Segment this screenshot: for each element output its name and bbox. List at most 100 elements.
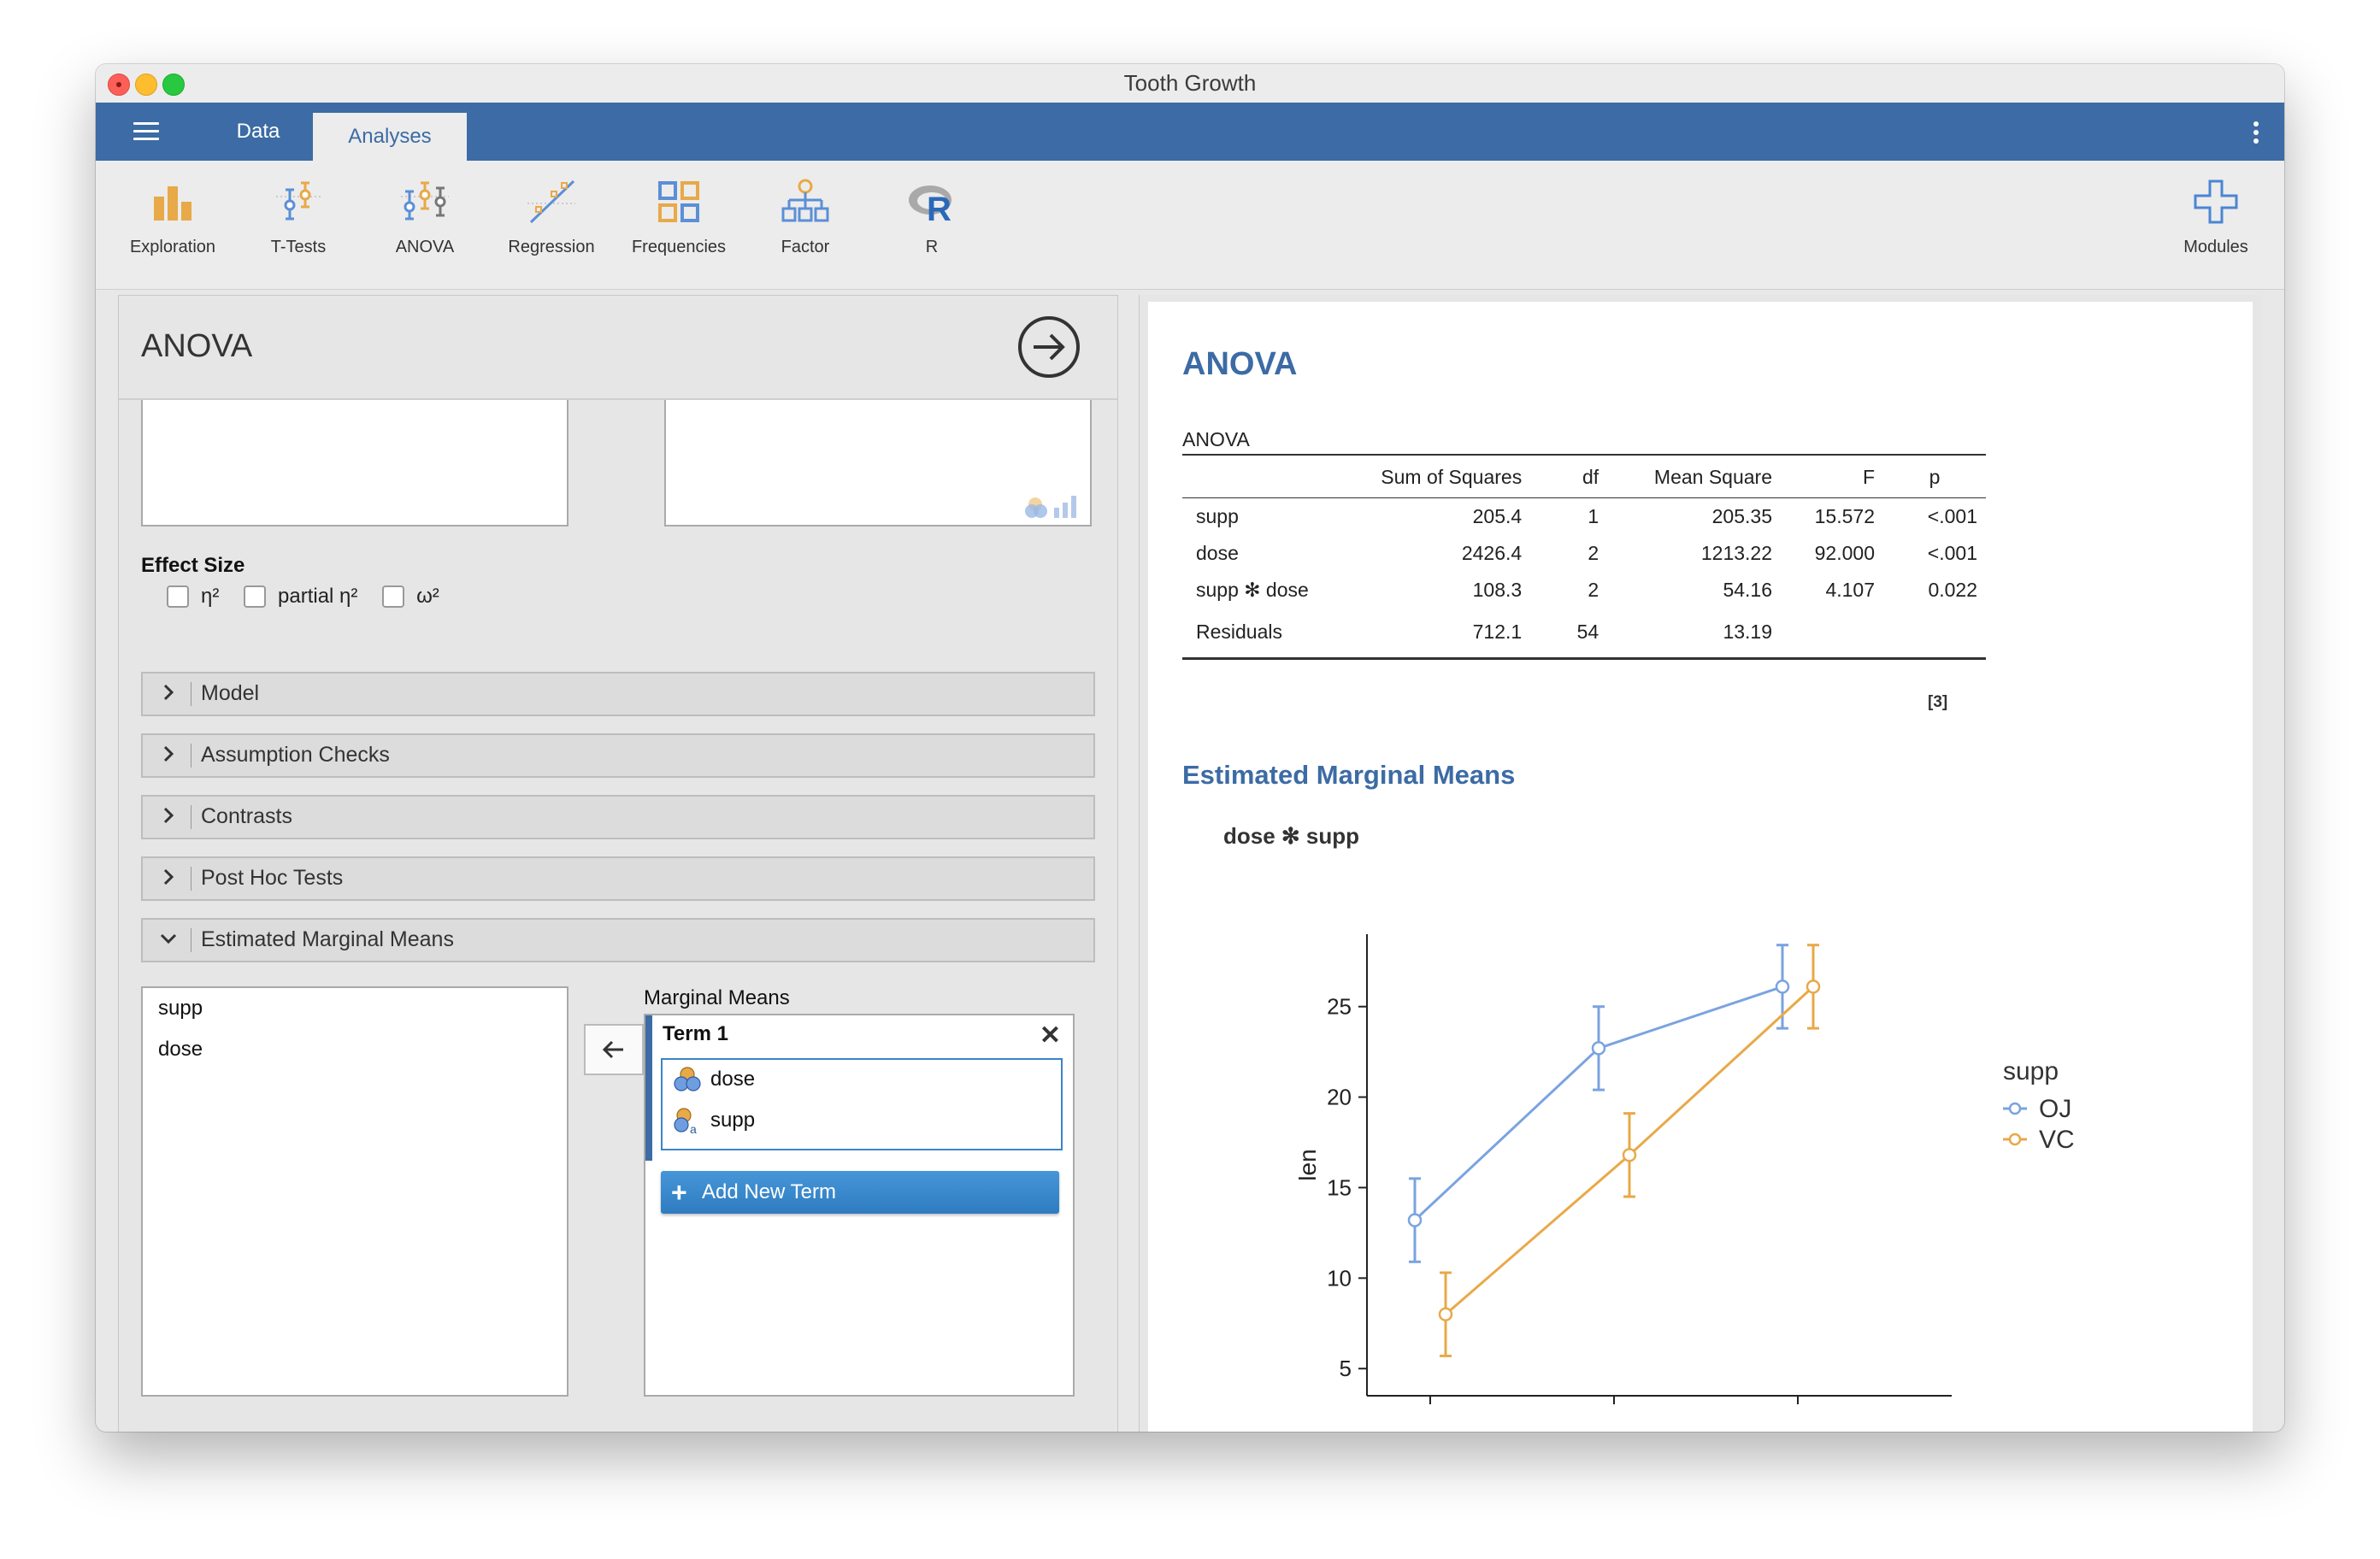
term-item-dose[interactable]: dose xyxy=(673,1065,755,1094)
variables-box-right[interactable] xyxy=(664,400,1092,527)
tab-analyses[interactable]: Analyses xyxy=(313,113,467,161)
table-cell: 54.16 xyxy=(1723,579,1772,601)
marginal-means-box: Term 1 ✕ dose a sup xyxy=(644,1014,1075,1397)
table-cell xyxy=(1883,609,1986,660)
maximize-window-button[interactable] xyxy=(162,74,185,96)
analysis-title: ANOVA xyxy=(141,328,253,364)
table-cell: 712.1 xyxy=(1328,609,1531,660)
section-contrasts[interactable]: Contrasts xyxy=(141,795,1095,839)
available-variables-list[interactable]: supp dose xyxy=(141,986,568,1397)
nominal-variable-icon xyxy=(674,1067,701,1091)
plot-title: dose ✻ supp xyxy=(1223,823,1360,849)
ribbon-anova-button[interactable]: ANOVA xyxy=(365,161,485,289)
section-model[interactable]: Model xyxy=(141,672,1095,716)
ribbon-r-button[interactable]: R R xyxy=(872,161,992,289)
column-header: df xyxy=(1530,454,1608,498)
data-point xyxy=(1806,980,1821,994)
chevron-right-icon xyxy=(163,745,174,762)
ribbon-frequencies-button[interactable]: Frequencies xyxy=(619,161,739,289)
window-title: Tooth Growth xyxy=(1123,70,1257,96)
results-heading: ANOVA xyxy=(1182,346,1298,382)
omega-squared-checkbox[interactable]: ω² xyxy=(382,585,439,609)
table-cell: 2 xyxy=(1588,542,1599,564)
run-arrow-icon[interactable] xyxy=(1016,315,1081,379)
table-cell: 0.022 xyxy=(1928,579,1977,601)
remove-term-icon[interactable]: ✕ xyxy=(1039,1021,1061,1050)
term-item-supp[interactable]: a supp xyxy=(673,1106,755,1135)
table-cell: 2 xyxy=(1588,579,1599,601)
table-cell: 1213.22 xyxy=(1700,542,1772,564)
svg-text:R: R xyxy=(927,191,951,226)
section-label: Estimated Marginal Means xyxy=(201,927,454,951)
list-item[interactable]: dose xyxy=(158,1038,203,1061)
ribbon-label: Modules xyxy=(2183,238,2248,256)
section-post-hoc-tests[interactable]: Post Hoc Tests xyxy=(141,856,1095,901)
marginal-means-plot: 5 10 15 20 25 len supp OJ VC xyxy=(1294,934,2075,1404)
app-window: Tooth Growth Data Analyses Exploration xyxy=(96,64,2284,1432)
close-window-button[interactable] xyxy=(108,74,130,96)
title-bar: Tooth Growth xyxy=(96,64,2284,103)
section-assumption-checks[interactable]: Assumption Checks xyxy=(141,733,1095,778)
ribbon-label: Frequencies xyxy=(631,238,727,256)
term-variables-list[interactable]: dose a supp xyxy=(661,1058,1063,1150)
checkbox-box[interactable] xyxy=(167,585,189,608)
table-row: supp 205.4 1 205.35 15.572 <.001 xyxy=(1182,498,1986,536)
nominal-text-variable-icon: a xyxy=(674,1108,697,1135)
variable-type-icon xyxy=(1025,496,1076,518)
minimize-window-button[interactable] xyxy=(135,74,157,96)
list-item[interactable]: supp xyxy=(158,997,203,1020)
table-cell: dose xyxy=(1196,542,1239,564)
chevron-right-icon xyxy=(163,868,174,885)
table-cell: Residuals xyxy=(1182,609,1328,660)
more-options-icon[interactable] xyxy=(2253,121,2259,147)
add-new-term-button[interactable]: + Add New Term xyxy=(661,1171,1059,1214)
data-point xyxy=(1438,1307,1453,1321)
eta-squared-checkbox[interactable]: η² xyxy=(167,585,219,609)
legend-key-point xyxy=(2008,1102,2022,1115)
legend-label: VC xyxy=(2039,1126,2075,1154)
column-header: Sum of Squares xyxy=(1328,454,1531,498)
ribbon-label: R xyxy=(925,238,939,256)
y-tick-label: 25 xyxy=(1327,994,1352,1020)
section-label: Contrasts xyxy=(201,804,292,828)
ribbon-modules-button[interactable]: Modules xyxy=(2156,161,2276,289)
ribbon-regression-button[interactable]: Regression xyxy=(492,161,611,289)
section-label: Assumption Checks xyxy=(201,743,390,767)
table-cell: 108.3 xyxy=(1472,579,1523,601)
checkbox-box[interactable] xyxy=(244,585,267,608)
svg-text:a: a xyxy=(690,1122,697,1135)
column-header xyxy=(1182,454,1328,498)
options-panel: ANOVA Effect Size η² partial η² ω² xyxy=(118,295,1118,1432)
tab-data[interactable]: Data xyxy=(236,120,280,143)
y-tick-label: 20 xyxy=(1327,1085,1352,1110)
section-label: Post Hoc Tests xyxy=(201,866,344,890)
hamburger-menu-icon[interactable] xyxy=(133,122,159,141)
chevron-right-icon xyxy=(163,684,174,701)
ttest-icon xyxy=(276,181,321,221)
variables-box-left[interactable] xyxy=(141,400,568,527)
table-note: [3] xyxy=(1928,693,1948,711)
checkbox-label: ω² xyxy=(416,585,439,608)
checkbox-label: η² xyxy=(201,585,220,608)
table-cell: 15.572 xyxy=(1814,505,1875,527)
results-panel: ANOVA ANOVA Sum of Squares df Mean Squar… xyxy=(1139,295,2263,1432)
plus-icon: + xyxy=(671,1177,687,1208)
ribbon-exploration-button[interactable]: Exploration xyxy=(113,161,233,289)
effect-size-options: η² partial η² ω² xyxy=(167,585,458,614)
chevron-down-icon xyxy=(160,933,177,944)
table-cell: 205.4 xyxy=(1472,505,1523,527)
ribbon-label: Regression xyxy=(508,238,595,256)
table-cell: 1 xyxy=(1588,505,1599,527)
ribbon-ttests-button[interactable]: T-Tests xyxy=(239,161,358,289)
results-page: ANOVA ANOVA Sum of Squares df Mean Squar… xyxy=(1148,302,2253,1432)
table-cell: 54 xyxy=(1530,609,1608,660)
table-cell: 205.35 xyxy=(1711,505,1772,527)
frequencies-icon xyxy=(658,181,699,222)
partial-eta-squared-checkbox[interactable]: partial η² xyxy=(244,585,357,609)
checkbox-box[interactable] xyxy=(382,585,405,608)
section-estimated-marginal-means[interactable]: Estimated Marginal Means xyxy=(141,918,1095,962)
y-axis-label: len xyxy=(1294,1149,1321,1180)
data-point xyxy=(1591,1041,1606,1056)
ribbon-factor-button[interactable]: Factor xyxy=(745,161,865,289)
move-variable-button[interactable] xyxy=(584,1024,644,1075)
